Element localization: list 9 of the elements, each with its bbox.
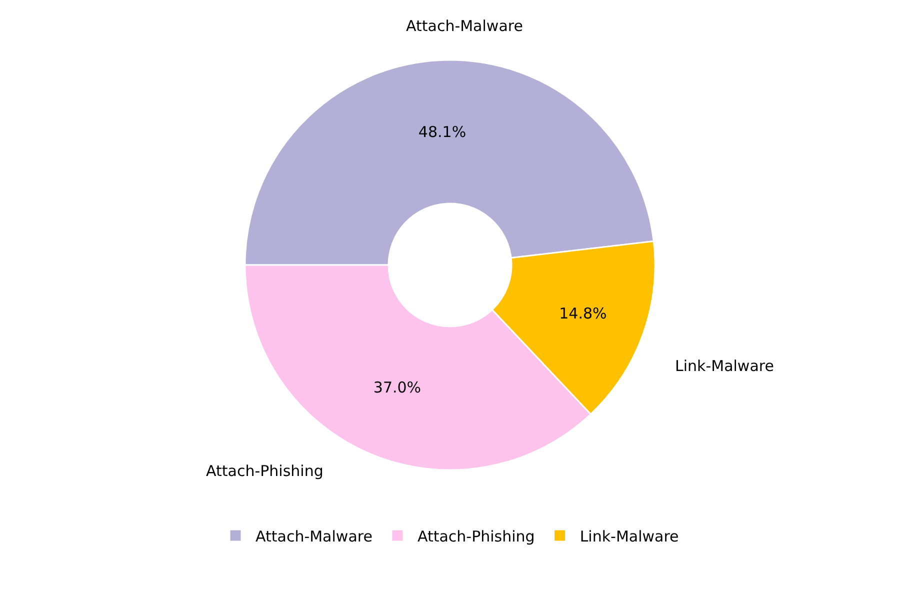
data-label: 37.0% — [373, 378, 422, 396]
data-label: 14.8% — [559, 304, 607, 322]
legend-label: Attach-Malware — [256, 527, 372, 546]
slice-label: Attach-Phishing — [206, 462, 324, 480]
legend-label: Attach-Phishing — [417, 527, 535, 546]
data-label: 48.1% — [418, 122, 466, 141]
legend-label: Link-Malware — [580, 527, 679, 546]
slice-label: Link-Malware — [675, 357, 774, 375]
slice-label: Attach-Malware — [406, 17, 523, 35]
